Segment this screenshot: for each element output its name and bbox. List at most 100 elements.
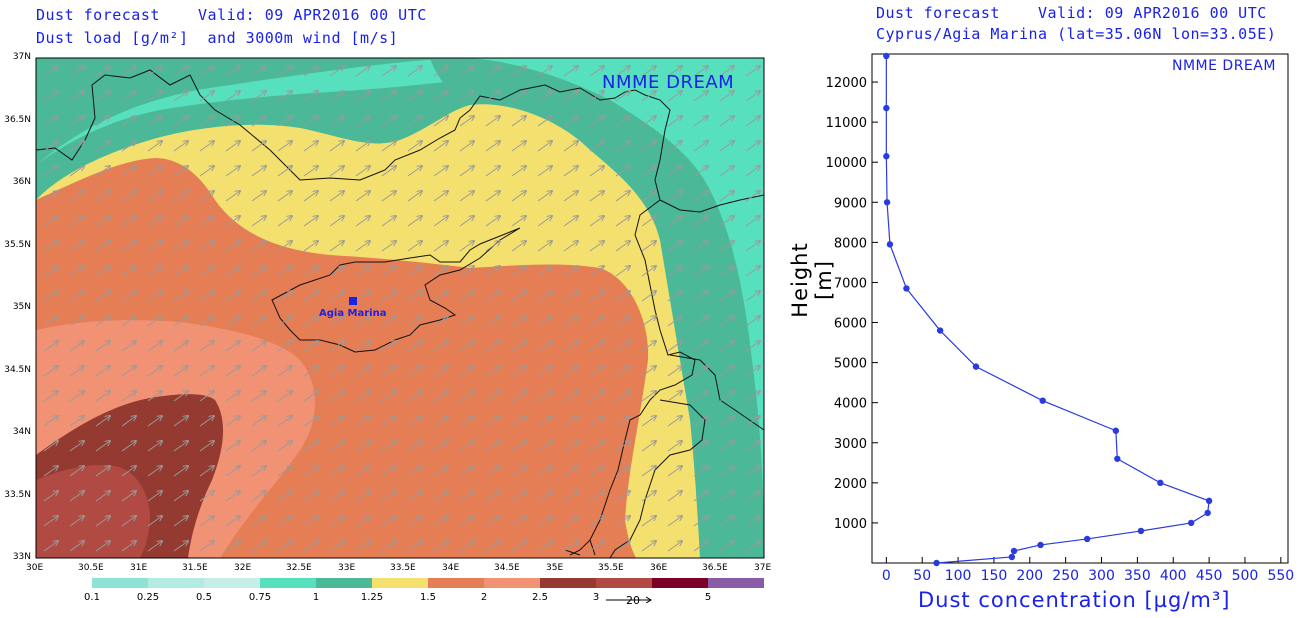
wind-arrow [433, 241, 448, 252]
wind-arrow [43, 266, 58, 277]
wind-arrow [511, 166, 526, 177]
wind-arrow [485, 166, 500, 177]
wind-arrow [615, 316, 630, 327]
wind-arrow [95, 66, 110, 77]
wind-arrow [147, 341, 162, 352]
wind-arrow [745, 366, 760, 377]
wind-arrow [667, 216, 682, 227]
wind-arrow [589, 241, 604, 252]
wind-arrow [719, 116, 734, 127]
wind-arrow [95, 116, 110, 127]
wind-arrow [563, 316, 578, 327]
wind-arrow [147, 191, 162, 202]
wind-arrow [121, 266, 136, 277]
colorbar-swatch [428, 578, 484, 588]
wind-arrow [303, 441, 318, 452]
wind-arrow [615, 166, 630, 177]
wind-arrow [173, 266, 188, 277]
y-tick-label: 6000 [834, 317, 867, 332]
wind-arrow [355, 216, 370, 227]
wind-arrow [277, 341, 292, 352]
wind-arrow [615, 341, 630, 352]
wind-arrow [511, 66, 526, 77]
wind-arrow [433, 116, 448, 127]
wind-arrow [355, 141, 370, 152]
wind-arrow [537, 466, 552, 477]
wind-arrow [173, 466, 188, 477]
wind-arrow [459, 66, 474, 77]
wind-arrow [355, 441, 370, 452]
wind-arrow [641, 266, 656, 277]
wind-arrow [511, 116, 526, 127]
wind-reference: 20 [606, 588, 656, 607]
wind-arrow [693, 191, 708, 202]
wind-arrow [485, 216, 500, 227]
wind-arrow [355, 91, 370, 102]
wind-arrow [433, 491, 448, 502]
wind-arrow [485, 191, 500, 202]
wind-arrow [303, 241, 318, 252]
wind-arrow [693, 516, 708, 527]
wind-arrow [693, 291, 708, 302]
wind-arrow [563, 491, 578, 502]
profile-title-line1: Dust forecast Valid: 09 APR2016 00 UTC [876, 4, 1267, 22]
wind-arrow [615, 241, 630, 252]
cyprus-outline [271, 227, 521, 353]
wind-arrow [485, 316, 500, 327]
wind-arrow [537, 441, 552, 452]
wind-arrow [485, 266, 500, 277]
wind-arrow [277, 516, 292, 527]
wind-arrow [511, 541, 526, 552]
wind-arrow [303, 91, 318, 102]
wind-arrow [667, 291, 682, 302]
wind-arrow [355, 466, 370, 477]
wind-arrow [277, 291, 292, 302]
wind-arrow [329, 141, 344, 152]
wind-arrow [485, 91, 500, 102]
wind-arrow [407, 441, 422, 452]
wind-arrow [693, 416, 708, 427]
wind-arrow [147, 166, 162, 177]
wind-arrow [381, 91, 396, 102]
wind-arrow [563, 516, 578, 527]
wind-arrow [511, 466, 526, 477]
wind-arrow [615, 366, 630, 377]
wind-arrow [251, 116, 266, 127]
wind-arrow [43, 516, 58, 527]
wind-arrow [407, 91, 422, 102]
wind-arrow [277, 541, 292, 552]
wind-arrow [537, 166, 552, 177]
wind-arrow [719, 241, 734, 252]
wind-arrow [563, 416, 578, 427]
wind-arrow [121, 441, 136, 452]
wind-arrow [407, 416, 422, 427]
wind-arrow [433, 366, 448, 377]
colorbar-swatch [708, 578, 764, 588]
wind-arrow [121, 91, 136, 102]
wind-arrow [719, 316, 734, 327]
wind-arrow [615, 441, 630, 452]
profile-point [883, 199, 891, 206]
profile-ylabel: Height [m] [788, 242, 836, 318]
profile-title-line2: Cyprus/Agia Marina (lat=35.06N lon=33.05… [876, 25, 1277, 43]
wind-arrow [485, 141, 500, 152]
wind-arrow [485, 291, 500, 302]
wind-arrow [537, 241, 552, 252]
wind-arrow [407, 491, 422, 502]
wind-arrow [485, 491, 500, 502]
wind-arrow [69, 266, 84, 277]
wind-arrow [667, 66, 682, 77]
wind-arrow [381, 366, 396, 377]
x-tick-label: 400 [1160, 568, 1187, 584]
wind-arrow [95, 491, 110, 502]
wind-arrow [537, 291, 552, 302]
lon-tick-label: 33E [338, 563, 356, 573]
wind-arrow [745, 466, 760, 477]
wind-arrow [641, 91, 656, 102]
profile-point [1037, 541, 1044, 549]
wind-arrow [381, 141, 396, 152]
wind-arrow [407, 291, 422, 302]
wind-arrow [147, 91, 162, 102]
wind-arrow [693, 91, 708, 102]
wind-arrow [329, 366, 344, 377]
